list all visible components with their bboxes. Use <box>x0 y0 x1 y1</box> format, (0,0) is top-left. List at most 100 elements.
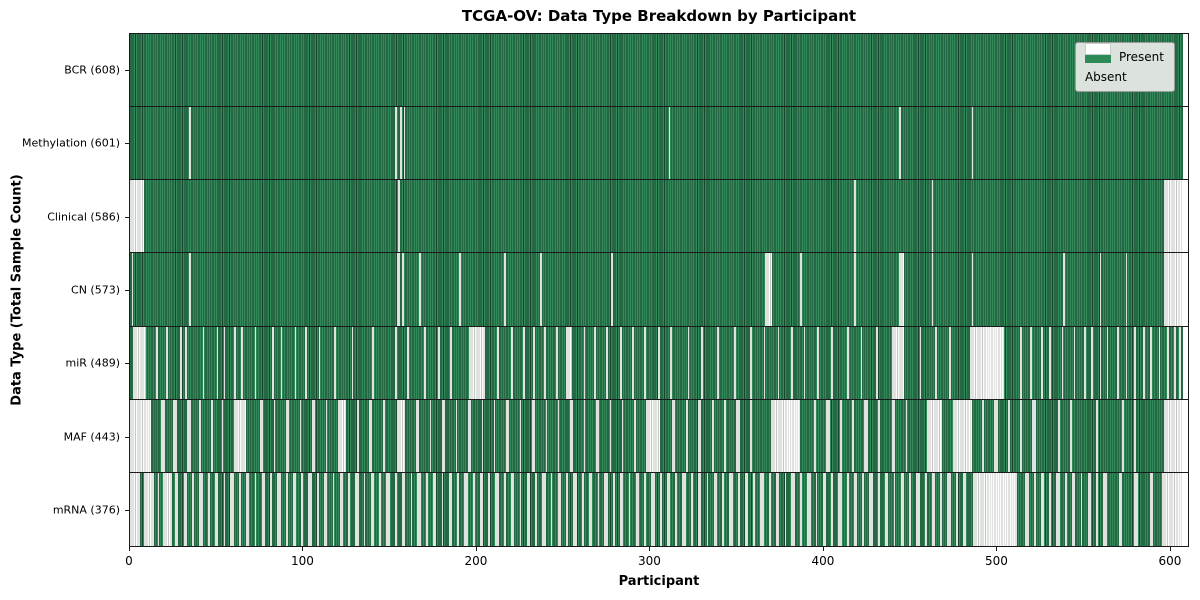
absent-segment <box>394 107 397 181</box>
absent-segment <box>697 399 702 473</box>
absent-segment <box>898 253 905 327</box>
absent-segment <box>351 326 354 400</box>
absent-segment <box>817 326 820 400</box>
absent-segment <box>916 472 920 546</box>
absent-segment <box>869 472 873 546</box>
absent-segment <box>448 472 453 546</box>
absent-segment <box>469 326 485 400</box>
absent-segment <box>1020 326 1022 400</box>
y-tick-label-clinical: Clinical (586) <box>47 210 120 224</box>
y-axis-label: Data Type (Total Sample Count) <box>9 174 25 406</box>
absent-segment <box>401 472 406 546</box>
absent-segment <box>246 472 250 546</box>
absent-segment <box>898 107 901 181</box>
absent-segment <box>635 472 640 546</box>
absent-segment <box>519 472 522 546</box>
absent-segment <box>199 399 201 473</box>
absent-segment <box>299 399 302 473</box>
absent-segment <box>594 326 596 400</box>
absent-segment <box>1163 253 1183 327</box>
absent-segment <box>777 326 780 400</box>
x-tick-label-400: 400 <box>811 554 835 568</box>
y-tick-mark <box>125 363 129 365</box>
absent-segment <box>130 180 144 254</box>
absent-segment <box>273 399 276 473</box>
row-separator <box>130 252 1188 254</box>
absent-segment <box>394 326 397 400</box>
absent-segment <box>510 472 515 546</box>
heatmap-row-methylation <box>130 107 1183 181</box>
absent-segment <box>368 399 373 473</box>
absent-segment <box>259 399 264 473</box>
absent-segment <box>332 472 335 546</box>
absent-segment <box>308 472 312 546</box>
absent-segment <box>595 399 600 473</box>
absent-segment <box>931 472 936 546</box>
absent-segment <box>791 472 795 546</box>
absent-segment <box>784 472 787 546</box>
absent-segment <box>131 253 134 327</box>
absent-segment <box>893 472 896 546</box>
absent-segment <box>931 180 934 254</box>
absent-segment <box>736 399 740 473</box>
x-axis-label: Participant <box>618 574 700 589</box>
absent-segment <box>277 472 281 546</box>
absent-segment <box>701 326 704 400</box>
absent-segment <box>846 326 849 400</box>
absent-segment <box>981 399 984 473</box>
absent-segment <box>1142 326 1145 400</box>
absent-segment <box>1061 326 1064 400</box>
y-tick-mark <box>125 436 129 438</box>
absent-segment <box>398 180 401 254</box>
x-tick-mark <box>475 547 477 551</box>
absent-segment <box>429 399 432 473</box>
absent-segment <box>900 472 904 546</box>
absent-segment <box>526 472 530 546</box>
absent-segment <box>450 326 453 400</box>
absent-segment <box>240 326 243 400</box>
absent-segment <box>884 472 889 546</box>
absent-segment <box>749 399 752 473</box>
absent-segment <box>768 472 771 546</box>
absent-segment <box>379 472 382 546</box>
absent-segment <box>1167 326 1169 400</box>
x-tick-mark <box>129 547 130 551</box>
x-tick-label-100: 100 <box>291 554 314 568</box>
absent-segment <box>130 472 141 546</box>
absent-segment <box>644 326 646 400</box>
absent-segment <box>646 399 660 473</box>
absent-segment <box>800 253 802 327</box>
absent-segment <box>606 326 608 400</box>
absent-segment <box>775 472 780 546</box>
absent-segment <box>481 399 484 473</box>
absent-segment <box>479 472 484 546</box>
absent-segment <box>396 399 406 473</box>
absent-segment <box>304 326 307 400</box>
absent-segment <box>807 472 811 546</box>
absent-segment <box>495 472 499 546</box>
absent-segment <box>1049 472 1052 546</box>
absent-segment <box>223 472 226 546</box>
absent-segment <box>813 399 816 473</box>
absent-segment <box>382 399 385 473</box>
absent-segment <box>467 399 472 473</box>
absent-segment <box>803 326 806 400</box>
absent-segment <box>550 472 553 546</box>
absent-segment <box>261 472 266 546</box>
absent-segment <box>438 326 440 400</box>
absent-segment <box>569 399 574 473</box>
y-tick-label-cn: CN (573) <box>71 283 120 297</box>
absent-segment <box>566 326 572 400</box>
absent-segment <box>1091 326 1093 400</box>
absent-segment <box>909 472 911 546</box>
absent-segment <box>323 472 328 546</box>
x-tick-label-500: 500 <box>984 554 1008 568</box>
absent-segment <box>239 472 241 546</box>
absent-segment <box>285 472 288 546</box>
plot-area: Present Absent <box>129 33 1189 547</box>
absent-segment <box>659 472 662 546</box>
absent-segment <box>216 326 219 400</box>
absent-segment <box>180 326 182 400</box>
row-separator <box>130 179 1188 181</box>
absent-segment <box>931 253 934 327</box>
